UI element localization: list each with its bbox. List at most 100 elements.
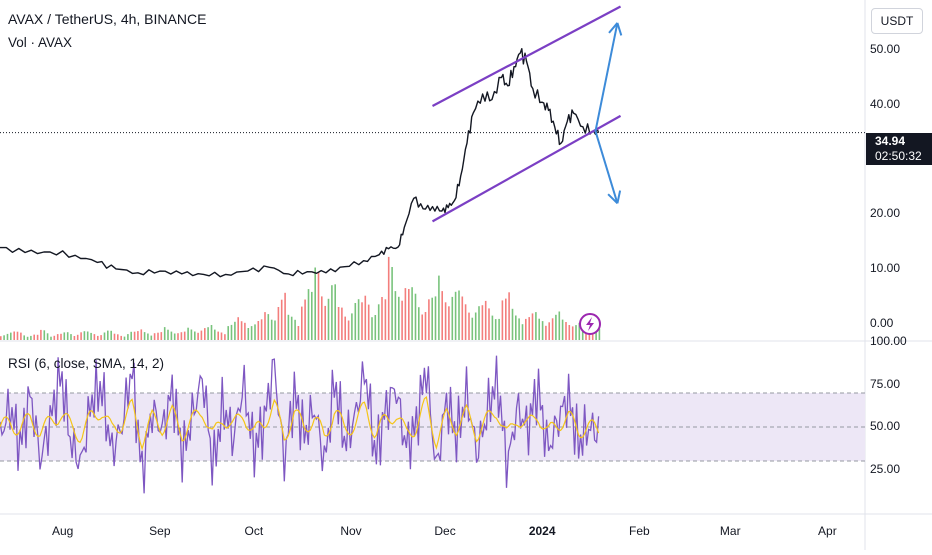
arrow-down-head — [616, 190, 622, 204]
volume-bar — [157, 332, 159, 340]
rsi-tick-label: 25.00 — [870, 461, 901, 476]
volume-bar — [10, 332, 12, 340]
volume-bar — [267, 314, 270, 340]
price-tick-label: 0.00 — [870, 315, 894, 330]
volume-bar — [347, 320, 350, 340]
volume-bar — [531, 313, 534, 340]
rsi-line — [0, 355, 600, 494]
price-tick-label: 40.00 — [870, 96, 901, 111]
volume-bar — [83, 331, 86, 340]
volume-bar — [230, 324, 233, 340]
volume-bar — [521, 324, 524, 340]
volume-bar — [90, 332, 92, 340]
arrow-up — [594, 22, 619, 132]
volume-bar — [260, 319, 263, 340]
volume-bar — [438, 275, 440, 340]
price-tick-label: 10.00 — [870, 260, 901, 275]
volume-bar — [381, 297, 383, 340]
volume-bar — [290, 316, 293, 340]
volume-bar — [297, 326, 300, 340]
volume-bar — [227, 326, 229, 340]
volume-bar — [100, 335, 102, 340]
volume-bar — [163, 327, 166, 340]
volume-bar — [571, 326, 574, 340]
volume-bar — [448, 306, 450, 340]
volume-bar — [525, 318, 527, 340]
volume-bar — [541, 321, 544, 340]
volume-bar — [183, 331, 186, 340]
volume-bar — [93, 334, 96, 340]
volume-bar — [277, 307, 280, 340]
volume-bar — [404, 288, 407, 340]
volume-bar — [545, 325, 547, 340]
volume-bar — [133, 331, 136, 340]
volume-bar — [284, 292, 286, 340]
volume-bar — [391, 267, 393, 340]
volume-bar — [498, 318, 500, 340]
arrow-up-head — [608, 22, 619, 34]
volume-bar — [578, 322, 581, 340]
volume-bar — [287, 314, 290, 340]
volume-bar — [73, 336, 76, 340]
time-tick-label: Sep — [149, 524, 171, 538]
volume-bar — [311, 291, 313, 340]
volume-bar — [257, 321, 260, 340]
volume-bar — [595, 332, 597, 340]
volume-bar — [123, 336, 126, 340]
volume-bar — [327, 298, 330, 340]
volume-bar — [418, 307, 420, 340]
volume-bar — [187, 327, 189, 340]
volume-bar — [16, 331, 19, 340]
volume-bar — [401, 300, 403, 340]
volume-bar — [494, 319, 497, 340]
volume-bar — [130, 331, 132, 340]
volume-bar — [321, 296, 323, 340]
volume-bar — [361, 302, 363, 340]
volume-bar — [33, 334, 35, 340]
volume-bar — [528, 317, 530, 340]
volume-bar — [46, 333, 49, 340]
volume-bar — [13, 331, 15, 340]
volume-bar — [568, 325, 571, 340]
volume-bar — [434, 296, 437, 340]
time-tick-label: 2024 — [528, 524, 556, 538]
volume-bar — [224, 334, 226, 340]
time-tick-label: Nov — [340, 524, 362, 538]
volume-bar — [488, 308, 490, 340]
volume-bar — [411, 287, 413, 340]
volume-bar — [147, 333, 149, 340]
currency-button[interactable]: USDT — [871, 8, 923, 34]
volume-bar — [43, 330, 46, 340]
bar-countdown: 02:50:32 — [875, 149, 922, 163]
volume-bar — [551, 318, 554, 340]
volume-legend: Vol · AVAX — [8, 35, 73, 50]
volume-bar — [334, 284, 336, 340]
volume-bar — [454, 291, 457, 340]
volume-bar — [20, 332, 22, 340]
volume-bar — [50, 336, 52, 340]
volume-bar — [555, 314, 557, 340]
volume-bar — [301, 306, 303, 340]
volume-bar — [3, 335, 5, 340]
arrow-down-head — [607, 193, 619, 205]
volume-bar — [508, 292, 510, 340]
volume-bar — [204, 328, 206, 340]
volume-bar — [458, 290, 460, 340]
volume-bar — [314, 267, 316, 340]
time-tick-label: Oct — [244, 524, 264, 538]
volume-bar — [177, 333, 179, 340]
arrow-up-head — [616, 22, 623, 36]
volume-bar — [237, 317, 239, 340]
volume-bar — [501, 300, 504, 340]
volume-bar — [170, 331, 173, 340]
volume-bar — [60, 333, 62, 340]
symbol-title: AVAX / TetherUS, 4h, BINANCE — [8, 11, 207, 27]
volume-bar — [247, 328, 250, 340]
lightning-icon — [579, 313, 601, 335]
rsi-tick-label: 75.00 — [870, 376, 901, 391]
volume-bar — [86, 331, 89, 340]
volume-bar — [217, 331, 219, 340]
volume-bar — [234, 321, 236, 340]
